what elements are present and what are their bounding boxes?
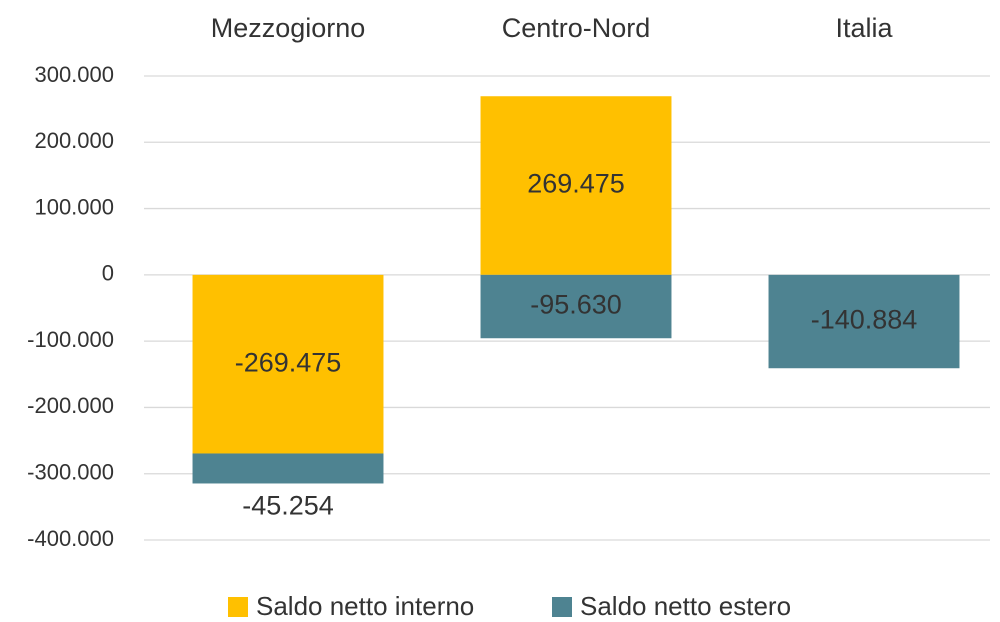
y-tick-label: -300.000 — [27, 460, 114, 485]
y-tick-label: -400.000 — [27, 526, 114, 551]
value-label: 269.475 — [527, 169, 625, 199]
value-label: -95.630 — [530, 290, 622, 320]
category-label: Italia — [835, 13, 893, 43]
legend-label: Saldo netto estero — [580, 591, 791, 621]
y-tick-label: 0 — [102, 261, 114, 286]
y-tick-label: -100.000 — [27, 327, 114, 352]
bar-segment — [192, 453, 384, 484]
bar-segment — [768, 274, 960, 369]
value-label: -140.884 — [811, 305, 918, 335]
y-tick-label: 300.000 — [34, 62, 114, 87]
bar-segment — [480, 96, 672, 275]
legend-swatch — [552, 597, 572, 617]
y-tick-label: -200.000 — [27, 393, 114, 418]
legend-label: Saldo netto interno — [256, 591, 474, 621]
y-tick-label: 200.000 — [34, 128, 114, 153]
legend-swatch — [228, 597, 248, 617]
value-label: -269.475 — [235, 347, 342, 377]
category-label: Mezzogiorno — [211, 13, 366, 43]
y-tick-label: 100.000 — [34, 194, 114, 219]
bar-segment — [192, 274, 384, 454]
value-label: -45.254 — [242, 491, 334, 521]
category-label: Centro-Nord — [502, 13, 651, 43]
bar-segment — [480, 274, 672, 339]
